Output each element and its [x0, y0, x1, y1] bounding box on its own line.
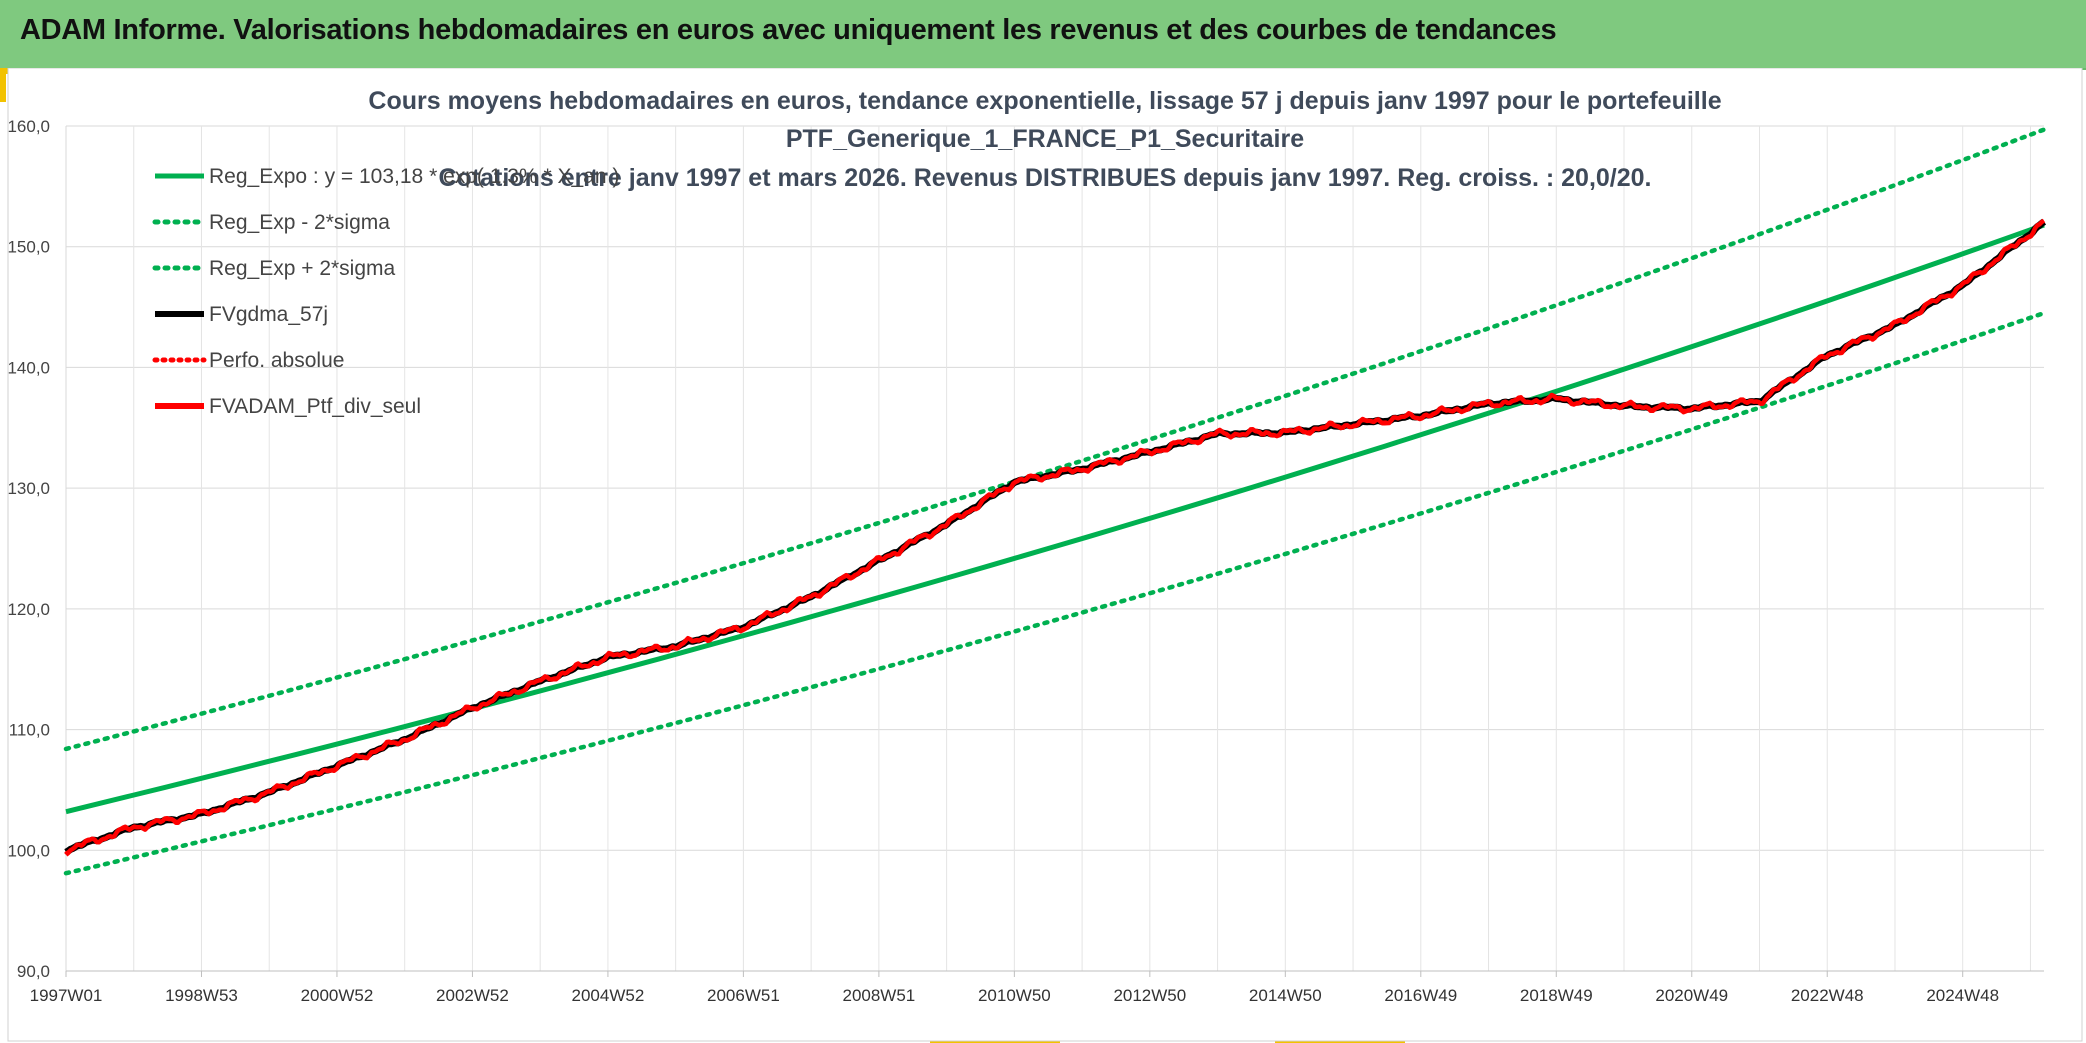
- report-title: ADAM Informe. Valorisations hebdomadaire…: [20, 14, 1557, 46]
- trend-chart: 90,0 100,0 110,0 120,0 130,0 140,0 150,0 160,0 1…: [7, 68, 2083, 1042]
- series-line-fvadam-ptf: [64, 218, 2046, 857]
- legend-label: Reg_Exp - 2*sigma: [209, 211, 390, 234]
- legend-label: FVgdma_57j: [209, 303, 328, 326]
- chart-title-line-1: Cours moyens hebdomadaires en euros, ten…: [368, 87, 1721, 115]
- x-tick-label: 1997W01: [30, 986, 103, 1005]
- x-tick-label: 2018W49: [1520, 986, 1593, 1005]
- axis-layer: 90,0 100,0 110,0 120,0 130,0 140,0 150,0 160,0 1…: [7, 117, 2044, 1005]
- y-tick-label: 90,0: [17, 962, 50, 981]
- chart-legend: Reg_Expo : y = 103,18 * exp( 1,3% * X_an…: [152, 165, 619, 418]
- x-tick-label: 2004W52: [572, 986, 645, 1005]
- x-tick-label: 2020W49: [1655, 986, 1728, 1005]
- legend-label: FVADAM_Ptf_div_seul: [209, 395, 421, 418]
- legend-label: Reg_Exp + 2*sigma: [209, 257, 396, 280]
- x-tick-label: 2016W49: [1384, 986, 1457, 1005]
- y-tick-label: 110,0: [9, 721, 50, 740]
- y-tick-label: 160,0: [7, 117, 50, 136]
- chart-title-line-2: PTF_Generique_1_FRANCE_P1_Securitaire: [786, 125, 1304, 153]
- x-tick-label: 1998W53: [165, 986, 238, 1005]
- x-tick-label: 2008W51: [842, 986, 915, 1005]
- y-tick-label: 140,0: [7, 358, 50, 377]
- trend-line-expo: [65, 222, 2045, 815]
- y-tick-label: 100,0: [7, 841, 50, 860]
- y-tick-label: 150,0: [7, 238, 50, 257]
- y-tick-label: 120,0: [7, 600, 50, 619]
- x-tick-label: 2014W50: [1249, 986, 1322, 1005]
- accent-bar-left: [0, 68, 6, 102]
- y-tick-label: 130,0: [7, 479, 50, 498]
- grid-layer: [65, 125, 2044, 972]
- chart-frame: [7, 68, 2083, 1042]
- report-header: ADAM Informe. Valorisations hebdomadaire…: [0, 0, 2086, 70]
- x-tick-label: 2006W51: [707, 986, 780, 1005]
- x-tick-label: 2024W48: [1926, 986, 1999, 1005]
- x-tick-label: 2010W50: [978, 986, 1051, 1005]
- legend-label: Perfo. absolue: [209, 349, 344, 372]
- chart-title-line-3: Cotations entre janv 1997 et mars 2026. …: [438, 164, 1651, 192]
- x-tick-label: 2002W52: [436, 986, 509, 1005]
- x-tick-label: 2000W52: [301, 986, 374, 1005]
- legend-label: Reg_Expo : y = 103,18 * exp( 1,3% * X_an…: [209, 165, 619, 188]
- x-tick-label: 2022W48: [1791, 986, 1864, 1005]
- chart-title: Cours moyens hebdomadaires en euros, ten…: [368, 87, 1721, 192]
- trend-line-plus-2sigma: [63, 127, 2047, 752]
- x-tick-label: 2012W50: [1113, 986, 1186, 1005]
- trend-line-minus-2sigma: [63, 310, 2047, 876]
- series-layer: [63, 127, 2047, 876]
